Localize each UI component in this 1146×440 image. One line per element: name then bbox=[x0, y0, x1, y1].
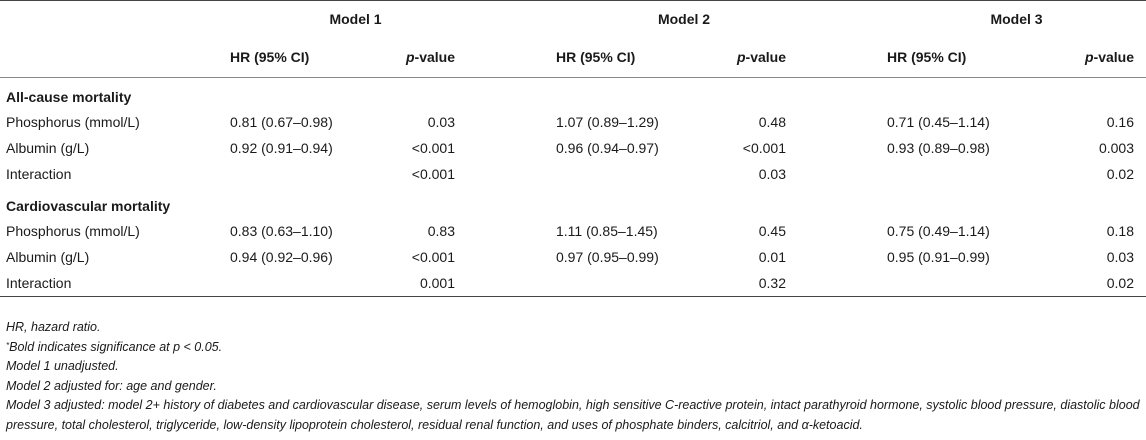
hr-cell: 0.97 (0.95–0.99) bbox=[556, 249, 659, 265]
hr-cell: 0.75 (0.49–1.14) bbox=[887, 223, 990, 239]
footnote-abbrev: HR, hazard ratio. bbox=[6, 320, 101, 334]
p-header-3: p-value bbox=[1084, 49, 1134, 65]
hr-cell: 0.71 (0.45–1.14) bbox=[887, 114, 990, 130]
model-3-header: Model 3 bbox=[990, 11, 1043, 27]
table-row: Interaction <0.001 0.03 0.02 bbox=[0, 161, 1146, 187]
p-cell: 0.02 bbox=[1106, 275, 1134, 291]
corner-cell bbox=[0, 1, 230, 38]
table-row: Interaction 0.001 0.32 0.02 bbox=[0, 270, 1146, 297]
p-cell: 0.01 bbox=[758, 249, 786, 265]
p-cell: 0.03 bbox=[758, 166, 786, 182]
row-label: Interaction bbox=[6, 275, 72, 291]
hr-cell: 0.94 (0.92–0.96) bbox=[230, 249, 333, 265]
hr-cell: 0.95 (0.91–0.99) bbox=[887, 249, 990, 265]
hr-cell bbox=[556, 161, 686, 187]
row-label: Albumin (g/L) bbox=[6, 140, 90, 156]
p-cell: <0.001 bbox=[742, 140, 786, 156]
p-cell: 0.003 bbox=[1098, 140, 1134, 156]
footnote-model-1: Model 1 unadjusted. bbox=[6, 359, 119, 373]
p-cell: <0.001 bbox=[411, 166, 455, 182]
hr-header-3: HR (95% CI) bbox=[887, 49, 967, 65]
section-title: Cardiovascular mortality bbox=[6, 198, 171, 214]
p-header-1: p-value bbox=[405, 49, 455, 65]
p-cell: <0.001 bbox=[411, 249, 455, 265]
row-label: Albumin (g/L) bbox=[6, 249, 90, 265]
hr-cell: 0.93 (0.89–0.98) bbox=[887, 140, 990, 156]
hr-cell bbox=[230, 270, 360, 297]
p-cell: 0.001 bbox=[419, 275, 455, 291]
table-row: Albumin (g/L) 0.92 (0.91–0.94) <0.001 0.… bbox=[0, 135, 1146, 161]
p-cell: 0.02 bbox=[1106, 166, 1134, 182]
hr-header-2: HR (95% CI) bbox=[556, 49, 636, 65]
section-row: Cardiovascular mortality bbox=[0, 187, 1146, 218]
model-1-header: Model 1 bbox=[329, 11, 382, 27]
model-header-row: Model 1 Model 2 Model 3 bbox=[0, 0, 1146, 38]
hr-cell: 0.96 (0.94–0.97) bbox=[556, 140, 659, 156]
table-row: Albumin (g/L) 0.94 (0.92–0.96) <0.001 0.… bbox=[0, 244, 1146, 270]
results-table: Model 1 Model 2 Model 3 HR (95% CI) p-va… bbox=[0, 0, 1146, 297]
hr-cell: 1.07 (0.89–1.29) bbox=[556, 114, 659, 130]
hr-cell bbox=[887, 270, 1017, 297]
section-row: All-cause mortality bbox=[0, 78, 1146, 110]
hr-cell: 0.81 (0.67–0.98) bbox=[230, 114, 333, 130]
row-label: Phosphorus (mmol/L) bbox=[6, 223, 140, 239]
hr-cell bbox=[230, 161, 360, 187]
hr-cell: 0.92 (0.91–0.94) bbox=[230, 140, 333, 156]
hr-cell bbox=[556, 270, 686, 297]
p-cell: 0.16 bbox=[1106, 114, 1134, 130]
section-title: All-cause mortality bbox=[6, 89, 132, 105]
p-cell: 0.32 bbox=[758, 275, 786, 291]
model-2-header: Model 2 bbox=[657, 11, 711, 27]
footnote-significance: *Bold indicates significance at p < 0.05… bbox=[6, 339, 223, 354]
table-footnotes: HR, hazard ratio. *Bold indicates signif… bbox=[6, 318, 1140, 435]
p-cell: 0.83 bbox=[427, 223, 455, 239]
hr-cell: 0.83 (0.63–1.10) bbox=[230, 223, 333, 239]
row-label: Phosphorus (mmol/L) bbox=[6, 114, 140, 130]
p-header-2: p-value bbox=[736, 49, 786, 65]
p-cell: 0.18 bbox=[1106, 223, 1134, 239]
hr-cell bbox=[887, 161, 1017, 187]
row-label: Interaction bbox=[6, 166, 72, 182]
footnote-model-3: Model 3 adjusted: model 2+ history of di… bbox=[6, 398, 1140, 432]
table-row: Phosphorus (mmol/L) 0.81 (0.67–0.98) 0.0… bbox=[0, 109, 1146, 135]
hr-header-1: HR (95% CI) bbox=[230, 49, 310, 65]
p-cell: <0.001 bbox=[411, 140, 455, 156]
column-header-row: HR (95% CI) p-value HR (95% CI) p-value … bbox=[0, 37, 1146, 78]
p-cell: 0.48 bbox=[758, 114, 786, 130]
p-cell: 0.03 bbox=[1106, 249, 1134, 265]
p-cell: 0.03 bbox=[427, 114, 455, 130]
hr-cell: 1.11 (0.85–1.45) bbox=[556, 223, 658, 239]
table-row: Phosphorus (mmol/L) 0.83 (0.63–1.10) 0.8… bbox=[0, 218, 1146, 244]
footnote-model-2: Model 2 adjusted for: age and gender. bbox=[6, 378, 217, 393]
p-cell: 0.45 bbox=[758, 223, 786, 239]
